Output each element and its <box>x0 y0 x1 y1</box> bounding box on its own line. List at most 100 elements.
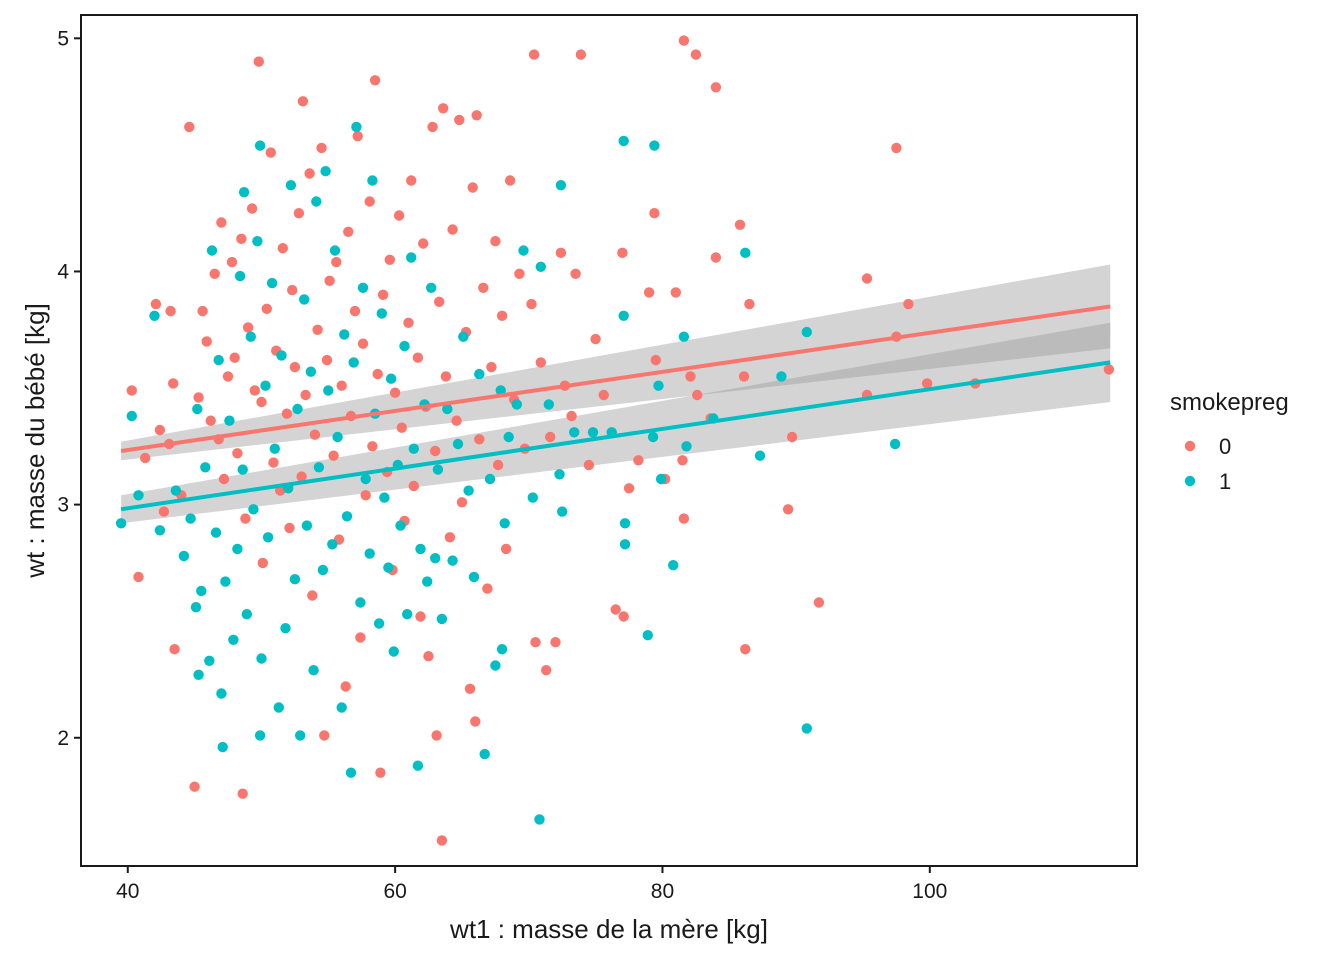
data-point-0 <box>550 637 561 648</box>
data-point-1 <box>190 602 202 613</box>
data-point-0 <box>744 298 755 310</box>
data-point-0 <box>545 431 556 443</box>
data-point-1 <box>248 504 259 515</box>
legend-entries: 01 <box>1184 434 1231 494</box>
data-point-1 <box>252 236 263 247</box>
data-point-0 <box>649 208 660 219</box>
data-point-0 <box>393 210 405 221</box>
data-point-0 <box>309 429 321 440</box>
data-point-0 <box>590 333 601 345</box>
y-tick-label: 4 <box>57 260 69 283</box>
x-tick-label: 80 <box>651 880 674 903</box>
data-point-0 <box>355 632 366 643</box>
data-point-0 <box>357 338 369 349</box>
data-point-1 <box>154 525 166 536</box>
data-point-1 <box>379 492 390 503</box>
data-point-0 <box>237 788 248 799</box>
data-point-0 <box>555 247 567 258</box>
data-point-1 <box>619 539 631 550</box>
data-point-1 <box>360 473 371 485</box>
data-point-1 <box>292 403 303 415</box>
data-point-0 <box>218 473 230 485</box>
data-point-0 <box>296 471 307 482</box>
data-point-0 <box>281 408 293 419</box>
data-point-0 <box>375 767 386 778</box>
data-point-0 <box>312 324 323 335</box>
data-point-0 <box>418 238 429 249</box>
data-point-1 <box>341 511 353 522</box>
data-point-1 <box>305 366 317 377</box>
data-point-1 <box>262 532 274 543</box>
data-point-1 <box>323 385 334 396</box>
data-point-1 <box>301 520 313 531</box>
data-point-0 <box>431 730 442 741</box>
data-point-0 <box>403 317 414 328</box>
data-point-0 <box>782 504 794 515</box>
data-point-1 <box>133 490 144 501</box>
data-point-1 <box>273 702 284 713</box>
data-point-1 <box>234 270 246 282</box>
data-point-1 <box>289 574 301 585</box>
data-point-1 <box>408 443 419 454</box>
data-point-1 <box>193 669 204 680</box>
data-point-0 <box>415 611 426 622</box>
data-point-1 <box>618 135 629 147</box>
data-point-1 <box>204 655 215 666</box>
data-point-1 <box>655 473 667 485</box>
data-point-1 <box>266 277 278 289</box>
data-point-0 <box>287 284 298 296</box>
data-point-1 <box>463 485 474 496</box>
regression-line-1 <box>120 360 1111 512</box>
data-point-1 <box>313 462 325 473</box>
y-tick-label: 5 <box>57 27 69 50</box>
data-point-1 <box>178 550 190 562</box>
data-point-0 <box>360 490 371 501</box>
data-point-1 <box>430 553 441 564</box>
data-point-0 <box>861 273 873 284</box>
data-point-1 <box>801 326 812 338</box>
data-point-0 <box>293 208 305 219</box>
data-point-1 <box>543 399 554 410</box>
legend-title: smokepreg <box>1170 389 1289 416</box>
data-point-0 <box>140 452 151 464</box>
data-point-0 <box>236 233 247 244</box>
data-point-1 <box>192 403 203 415</box>
data-point-1 <box>376 308 387 319</box>
data-point-1 <box>299 294 310 305</box>
data-point-1 <box>415 543 426 555</box>
data-point-1 <box>367 175 378 186</box>
data-point-0 <box>193 392 204 403</box>
data-point-0 <box>277 243 288 254</box>
data-point-1 <box>237 464 248 475</box>
data-point-0 <box>265 147 276 158</box>
data-point-0 <box>184 121 195 133</box>
data-point-1 <box>115 518 127 529</box>
data-point-1 <box>503 431 514 443</box>
y-tick-label: 3 <box>57 494 69 517</box>
data-point-0 <box>249 385 260 396</box>
legend-label-1: 1 <box>1219 469 1231 494</box>
data-point-1 <box>329 245 341 256</box>
data-point-0 <box>261 303 272 314</box>
data-point-0 <box>734 219 746 230</box>
y-axis-title: wt : masse du bébé [kg] <box>20 303 50 579</box>
data-point-0 <box>598 389 609 401</box>
data-point-0 <box>396 422 407 433</box>
data-point-1 <box>245 331 256 342</box>
data-point-1 <box>357 282 369 293</box>
data-point-0 <box>440 371 452 382</box>
data-point-0 <box>389 387 401 398</box>
data-point-0 <box>570 268 581 279</box>
data-point-1 <box>216 688 227 699</box>
data-point-0 <box>343 226 354 237</box>
data-point-1 <box>345 767 357 778</box>
data-point-0 <box>430 445 441 457</box>
data-point-1 <box>351 121 362 133</box>
data-point-0 <box>189 781 200 792</box>
data-point-1 <box>276 350 287 361</box>
data-point-1 <box>555 180 567 191</box>
data-point-1 <box>388 646 399 657</box>
data-point-0 <box>406 175 417 186</box>
data-point-0 <box>229 352 240 363</box>
data-point-1 <box>535 261 546 272</box>
